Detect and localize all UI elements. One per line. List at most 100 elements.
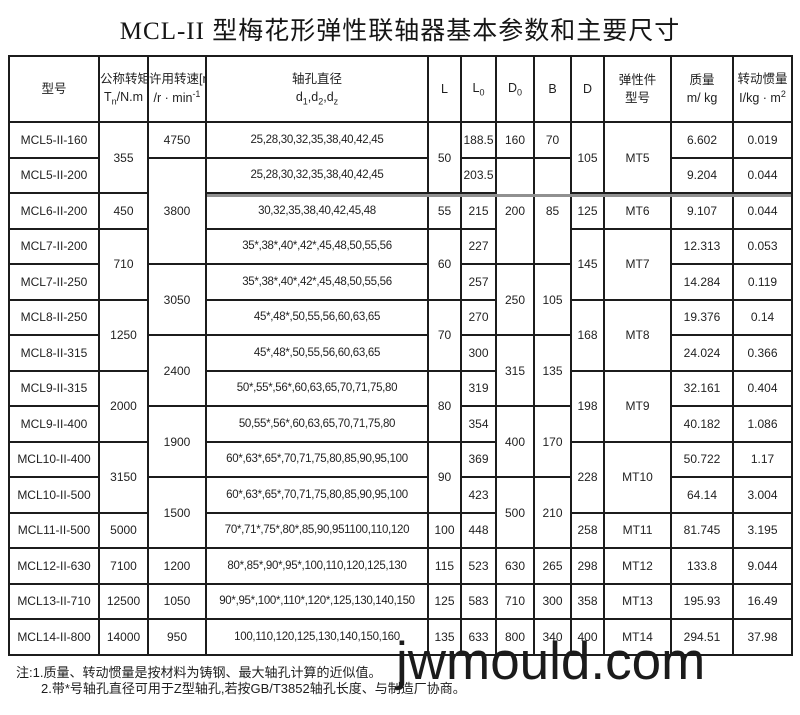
cell-inertia: 0.366: [732, 334, 793, 372]
cell-L0: 203.5: [460, 156, 497, 194]
cell-elastic: MT11: [603, 511, 672, 549]
cell-L: 125: [427, 582, 462, 620]
cell-L0: 227: [460, 227, 497, 265]
cell-L0: 188.5: [460, 121, 497, 159]
cell-bore: 25,28,30,32,35,38,40,42,45: [205, 156, 429, 194]
cell-D: 168: [570, 298, 605, 372]
cell-B: 105: [533, 263, 572, 336]
cell-torque: 1250: [98, 298, 149, 372]
cell-inertia: 37.98: [732, 618, 793, 656]
cell-mass: 12.313: [670, 227, 734, 265]
cell-speed: 3050: [147, 263, 207, 336]
cell-L: 70: [427, 298, 462, 372]
col-header-speed: 许用转速[n]/r · min-1: [147, 55, 207, 123]
cell-inertia: 0.119: [732, 263, 793, 301]
cell-model: MCL9-II-400: [8, 405, 100, 443]
cell-L0: 448: [460, 511, 497, 549]
cell-B: 300: [533, 582, 572, 620]
cell-L: 90: [427, 440, 462, 514]
table-row: MCL12-II-630 7100 1200 80*,85*,90*,95*,1…: [8, 547, 793, 585]
cell-mass: 6.602: [670, 121, 734, 159]
cell-bore: 100,110,120,125,130,140,150,160: [205, 618, 429, 656]
cell-inertia: 9.044: [732, 547, 793, 585]
cell-bore: 35*,38*,40*,42*,45,48,50,55,56: [205, 227, 429, 265]
cell-D0: 710: [495, 582, 535, 620]
cell-L0: 215: [460, 192, 497, 230]
cell-bore: 60*,63*,65*,70,71,75,80,85,90,95,100: [205, 476, 429, 514]
cell-elastic: MT10: [603, 440, 672, 514]
cell-D: 125: [570, 192, 605, 230]
cell-inertia: 1.17: [732, 440, 793, 478]
cell-torque: 7100: [98, 547, 149, 585]
table-row: MCL13-II-710 12500 1050 90*,95*,100*,110…: [8, 582, 793, 620]
cell-mass: 50.722: [670, 440, 734, 478]
col-header-inertia: 转动惯量 I/kg · m2: [732, 55, 793, 123]
watermark: jwmould.com: [396, 632, 706, 691]
cell-L0: 369: [460, 440, 497, 478]
cell-D0: 160: [495, 121, 535, 159]
cell-L0: 300: [460, 334, 497, 372]
cell-inertia: 0.019: [732, 121, 793, 159]
cell-model: MCL11-II-500: [8, 511, 100, 549]
cell-B: 70: [533, 121, 572, 159]
cell-bore: 30,32,35,38,40,42,45,48: [205, 192, 429, 230]
table-row: MCL9-II-400 1900 50,55*,56*,60,63,65,70,…: [8, 405, 793, 478]
cell-D: 358: [570, 582, 605, 620]
cell-B: 135: [533, 334, 572, 407]
table-row: MCL10-II-400 3150 60*,63*,65*,70,71,75,8…: [8, 440, 793, 514]
cell-L: 55: [427, 192, 462, 230]
cell-model: MCL8-II-250: [8, 298, 100, 336]
footnote-2: 2.带*号轴孔直径可用于Z型轴孔,若按GB/T3852轴孔长度、与制造厂协商。: [41, 681, 466, 696]
cell-mass: 32.161: [670, 369, 734, 407]
cell-speed: 1050: [147, 582, 207, 620]
cell-L0: 270: [460, 298, 497, 336]
cell-inertia: 0.044: [732, 156, 793, 194]
cell-inertia: 0.404: [732, 369, 793, 407]
cell-bore: 80*,85*,90*,95*,100,110,120,125,130: [205, 547, 429, 585]
cell-elastic: MT14: [603, 618, 672, 656]
cell-L: 100: [427, 511, 462, 549]
cell-bore: 45*,48*,50,55,56,60,63,65: [205, 334, 429, 372]
cell-torque: 2000: [98, 369, 149, 443]
cell-torque: 14000: [98, 618, 149, 656]
cell-B: 85: [533, 156, 572, 265]
cell-mass: 40.182: [670, 405, 734, 443]
cell-speed: 4750: [147, 121, 207, 159]
cell-mass: 14.284: [670, 263, 734, 301]
cell-L: 80: [427, 369, 462, 443]
cell-bore: 35*,38*,40*,42*,45,48,50,55,56: [205, 263, 429, 301]
cell-model: MCL10-II-500: [8, 476, 100, 514]
cell-model: MCL14-II-800: [8, 618, 100, 656]
cell-D: 400: [570, 618, 605, 656]
cell-D: 258: [570, 511, 605, 549]
col-header-B: B: [533, 55, 572, 123]
cell-bore: 45*,48*,50,55,56,60,63,65: [205, 298, 429, 336]
cell-L: 135: [427, 618, 462, 656]
cell-L: 115: [427, 547, 462, 585]
col-header-D: D: [570, 55, 605, 123]
table-row: MCL9-II-315 2000 50*,55*,56*,60,63,65,70…: [8, 369, 793, 443]
cell-D: 228: [570, 440, 605, 514]
cell-elastic: MT8: [603, 298, 672, 372]
cell-D0: 250: [495, 263, 535, 336]
col-header-mass: 质量 m/ kg: [670, 55, 734, 123]
cell-model: MCL10-II-400: [8, 440, 100, 478]
cell-mass: 195.93: [670, 582, 734, 620]
cell-model: MCL5-II-160: [8, 121, 100, 159]
cell-speed: 3800: [147, 156, 207, 265]
cell-B: 340: [533, 618, 572, 656]
cell-B: 210: [533, 476, 572, 549]
cell-speed: 1200: [147, 547, 207, 585]
cell-inertia: 16.49: [732, 582, 793, 620]
cell-D: 105: [570, 121, 605, 194]
cell-inertia: 0.053: [732, 227, 793, 265]
cell-torque: 355: [98, 121, 149, 194]
cell-mass: 24.024: [670, 334, 734, 372]
cell-D: 298: [570, 547, 605, 585]
page-title: MCL-II 型梅花形弹性联轴器基本参数和主要尺寸: [119, 18, 681, 45]
cell-torque: 450: [98, 192, 149, 230]
cell-bore: 90*,95*,100*,110*,120*,125,130,140,150: [205, 582, 429, 620]
cell-L: 50: [427, 121, 462, 194]
cell-elastic: MT12: [603, 547, 672, 585]
